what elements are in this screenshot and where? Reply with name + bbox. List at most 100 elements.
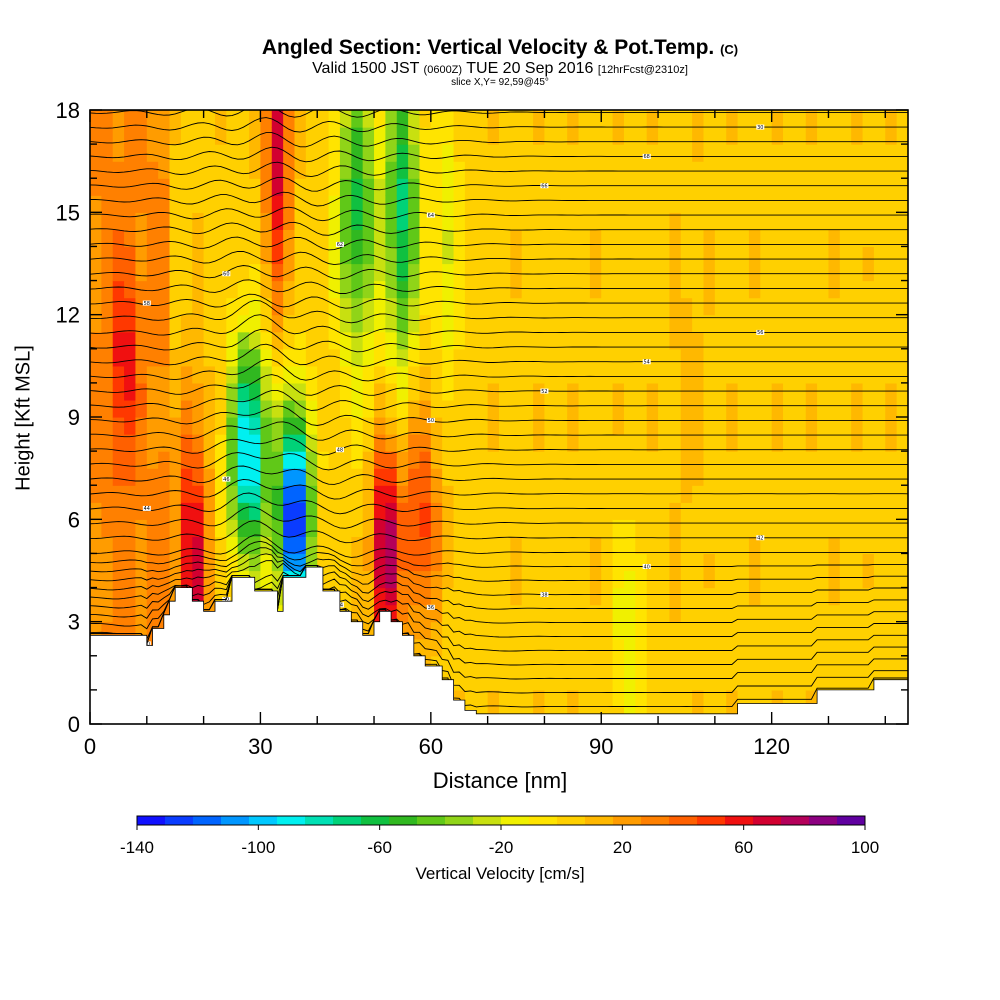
velocity-cell (680, 536, 693, 555)
velocity-cell (783, 553, 795, 572)
velocity-cell (442, 110, 455, 128)
velocity-cell (90, 161, 102, 179)
velocity-cell (714, 689, 727, 708)
velocity-cell (135, 553, 148, 572)
velocity-cell (180, 468, 193, 486)
velocity-cell (419, 280, 432, 299)
velocity-cell (805, 587, 818, 606)
velocity-cell (90, 417, 102, 435)
velocity-cell (101, 110, 114, 128)
velocity-cell (839, 451, 852, 469)
velocity-cell (476, 144, 489, 162)
velocity-cell (419, 212, 432, 230)
velocity-cell (249, 502, 262, 520)
velocity-cell (510, 502, 523, 520)
velocity-cell (328, 110, 341, 128)
velocity-cell (214, 365, 227, 384)
velocity-cell (623, 553, 636, 572)
velocity-cell (146, 502, 159, 520)
velocity-cell (817, 195, 830, 213)
velocity-cell (419, 144, 432, 162)
velocity-cell (362, 314, 375, 333)
velocity-cell (328, 519, 341, 537)
y-tick-label: 3 (68, 610, 80, 635)
velocity-cell (567, 229, 580, 248)
velocity-cell (510, 468, 523, 486)
theta-contour-label-bg (540, 388, 549, 394)
velocity-cell (646, 434, 659, 452)
velocity-cell (658, 110, 671, 128)
velocity-cell (214, 314, 227, 333)
velocity-cell (476, 434, 489, 452)
velocity-cell (135, 570, 148, 589)
velocity-cell (771, 110, 784, 128)
velocity-cell (271, 451, 284, 469)
velocity-cell (487, 212, 500, 230)
theta-contour-label: 60 (223, 272, 229, 278)
velocity-cell (158, 144, 171, 162)
velocity-cell (567, 297, 580, 316)
velocity-cell (169, 161, 182, 179)
velocity-cell (669, 331, 682, 350)
velocity-cell (499, 570, 511, 589)
velocity-cell (612, 144, 625, 162)
velocity-cell (214, 519, 227, 537)
velocity-cell (726, 110, 739, 128)
velocity-cell (214, 468, 227, 486)
velocity-cell (817, 331, 830, 350)
velocity-cell (226, 212, 239, 230)
velocity-cell (589, 689, 602, 708)
velocity-cell (453, 382, 466, 401)
velocity-cell (760, 417, 773, 435)
velocity-cell (430, 212, 443, 230)
velocity-cell (612, 417, 625, 435)
velocity-cell (260, 485, 273, 503)
velocity-cell (124, 110, 137, 128)
velocity-cell (748, 399, 761, 418)
velocity-cell (817, 536, 830, 555)
velocity-cell (374, 178, 386, 196)
velocity-cell (817, 144, 830, 162)
velocity-cell (578, 348, 591, 367)
velocity-cell (726, 127, 739, 145)
velocity-cell (374, 263, 386, 282)
velocity-cell (521, 689, 534, 708)
velocity-cell (851, 604, 864, 623)
velocity-cell (214, 553, 227, 572)
velocity-cell (362, 365, 375, 384)
velocity-cell (271, 178, 284, 196)
velocity-cell (351, 502, 364, 520)
velocity-cell (544, 536, 557, 555)
velocity-cell (726, 638, 739, 657)
velocity-cell (794, 365, 807, 384)
velocity-cell (487, 604, 500, 623)
velocity-cell (464, 468, 477, 486)
velocity-cell (760, 178, 773, 196)
velocity-cell (692, 229, 705, 248)
velocity-cell (146, 399, 159, 418)
velocity-cell (601, 348, 614, 367)
velocity-cell (748, 161, 761, 179)
velocity-cell (658, 280, 671, 299)
velocity-cell (828, 502, 841, 520)
velocity-cell (737, 434, 750, 452)
velocity-cell (328, 161, 341, 179)
velocity-cell (658, 229, 671, 248)
velocity-cell (328, 229, 341, 248)
velocity-cell (294, 212, 307, 230)
velocity-cell (589, 536, 602, 555)
velocity-cell (328, 280, 341, 299)
velocity-cell (828, 297, 841, 316)
velocity-cell (408, 246, 421, 265)
velocity-cell (612, 519, 625, 537)
velocity-cell (817, 570, 830, 589)
colorbar-tick-label: -60 (367, 838, 392, 857)
velocity-cell (760, 382, 773, 401)
velocity-cell (851, 331, 864, 350)
velocity-cell (612, 604, 625, 623)
colorbar-tick-label: 100 (851, 838, 879, 857)
velocity-cell (203, 485, 216, 503)
velocity-cell (510, 434, 523, 452)
velocity-cell (101, 417, 114, 435)
velocity-cell (817, 553, 830, 572)
